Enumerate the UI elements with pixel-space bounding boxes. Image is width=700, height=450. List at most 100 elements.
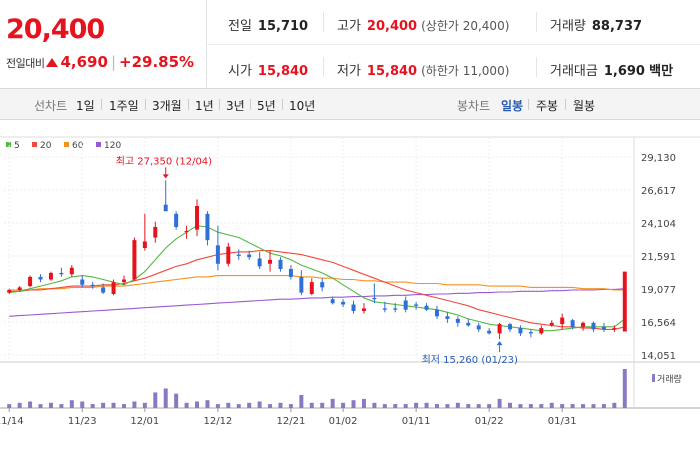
date-tick-label: 12/21 [277, 416, 306, 427]
candle-body [476, 325, 481, 330]
candle-body [487, 330, 492, 334]
candle-body [424, 305, 429, 310]
toolbar-separator [188, 99, 189, 110]
toolbar-separator [101, 99, 102, 110]
toolbar-separator [145, 99, 146, 110]
candle-body [393, 308, 398, 310]
candle-body [581, 322, 586, 327]
volume-bar [101, 402, 106, 408]
candle-body [38, 276, 43, 280]
open-price: 시가 15,840 [228, 64, 309, 79]
candle-body [518, 328, 523, 334]
toolbar-separator [250, 99, 251, 110]
volume-bar [393, 404, 398, 408]
moving-average-legend: 5 20 60 120 [6, 141, 121, 151]
volume-bar [549, 402, 554, 408]
candle-body [28, 276, 33, 287]
change-separator: | [110, 53, 116, 71]
date-tick-label: 01/22 [475, 416, 504, 427]
candle-body [69, 267, 74, 275]
candle-daily[interactable]: 일봉 [501, 99, 524, 113]
period-1w[interactable]: 1주일 [109, 99, 139, 113]
volume-bar [69, 400, 74, 408]
period-1d[interactable]: 1일 [76, 99, 95, 113]
price-change-row: 전일대비 4,690 | +29.85% [6, 53, 194, 71]
volume-bar [341, 402, 346, 408]
volume-bar [351, 400, 356, 408]
volume-bar [111, 402, 116, 408]
candle-body [622, 271, 627, 332]
volume-bar [466, 404, 471, 408]
candle-body [539, 328, 544, 334]
volume-bar [570, 404, 575, 408]
legend-label-20: 20 [40, 141, 52, 151]
row-divider [207, 44, 700, 45]
price-tick-label: 14,051 [641, 351, 676, 362]
candle-body [414, 304, 419, 306]
candle-body [17, 287, 22, 291]
candle-body [195, 205, 200, 230]
candle-body [549, 322, 554, 326]
volume-bar [309, 402, 314, 408]
high-price-annotation: 최고 27,350 (12/04) [116, 155, 212, 167]
volume-bar [17, 402, 22, 408]
volume-bar [372, 402, 377, 408]
candle-body [247, 254, 252, 258]
period-1y[interactable]: 1년 [195, 99, 214, 113]
candle-body [90, 284, 95, 287]
candle-body [601, 326, 606, 330]
candle-monthly[interactable]: 월봉 [573, 99, 596, 113]
volume-bar [174, 393, 179, 408]
candle-chart-label: 봉차트 [457, 99, 491, 113]
candle-body [330, 299, 335, 304]
volume-bar [80, 401, 85, 408]
candle-body [7, 290, 12, 293]
candle-body [80, 279, 85, 285]
date-axis: 11/14 11/23 12/01 12/12 12/21 01/02 01/11 01/22… [0, 408, 577, 427]
volume-bar [487, 404, 492, 408]
toolbar-separator [282, 99, 283, 110]
volume-bar [268, 404, 273, 408]
candle-body [361, 308, 366, 312]
candle-body [121, 279, 126, 283]
volume-bar [445, 404, 450, 408]
volume-bar [518, 404, 523, 408]
candle-body [142, 241, 147, 248]
period-5y[interactable]: 5년 [257, 99, 276, 113]
candle-body [497, 324, 502, 334]
chart-grid [0, 136, 700, 409]
price-axis: 29,130 26,617 24,104 21,591 19,077 16,564 14,0… [641, 153, 676, 362]
period-3m[interactable]: 3개월 [152, 99, 182, 113]
legend-swatch-120 [96, 142, 101, 147]
legend-label-5: 5 [14, 141, 20, 151]
period-3y[interactable]: 3년 [226, 99, 245, 113]
candle-weekly[interactable]: 주봉 [536, 99, 559, 113]
volume-legend-swatch [652, 374, 655, 382]
high-price: 고가 20,400 (상한가 20,400) [337, 19, 510, 34]
candle-body [309, 282, 314, 294]
current-price: 20,400 [6, 14, 105, 45]
volume-bar [184, 402, 189, 408]
period-10y[interactable]: 10년 [289, 99, 316, 113]
volume-bar [247, 402, 252, 408]
high-arrowhead-icon [162, 174, 169, 179]
legend-swatch-60 [64, 142, 69, 147]
candle-body [236, 254, 241, 256]
volume-bar [528, 404, 533, 408]
cell-divider [536, 12, 537, 32]
toolbar-separator [528, 99, 529, 110]
volume-bar [153, 392, 158, 408]
volume-bar [90, 404, 95, 408]
volume-bar [560, 404, 565, 408]
date-tick-label: 11/23 [68, 416, 97, 427]
legend-label-60: 60 [72, 141, 84, 151]
candle-body [403, 300, 408, 310]
volume-bar [7, 404, 12, 408]
volume-bar [601, 404, 606, 408]
moving-average-lines [9, 225, 626, 332]
candlestick-chart: 5 20 60 120 29,130 26,617 24,104 21,591 19,077 1… [0, 136, 700, 427]
candle-body [508, 324, 513, 330]
change-value: 4,690 [60, 53, 108, 71]
cell-divider [323, 12, 324, 32]
candle-body [560, 317, 565, 325]
